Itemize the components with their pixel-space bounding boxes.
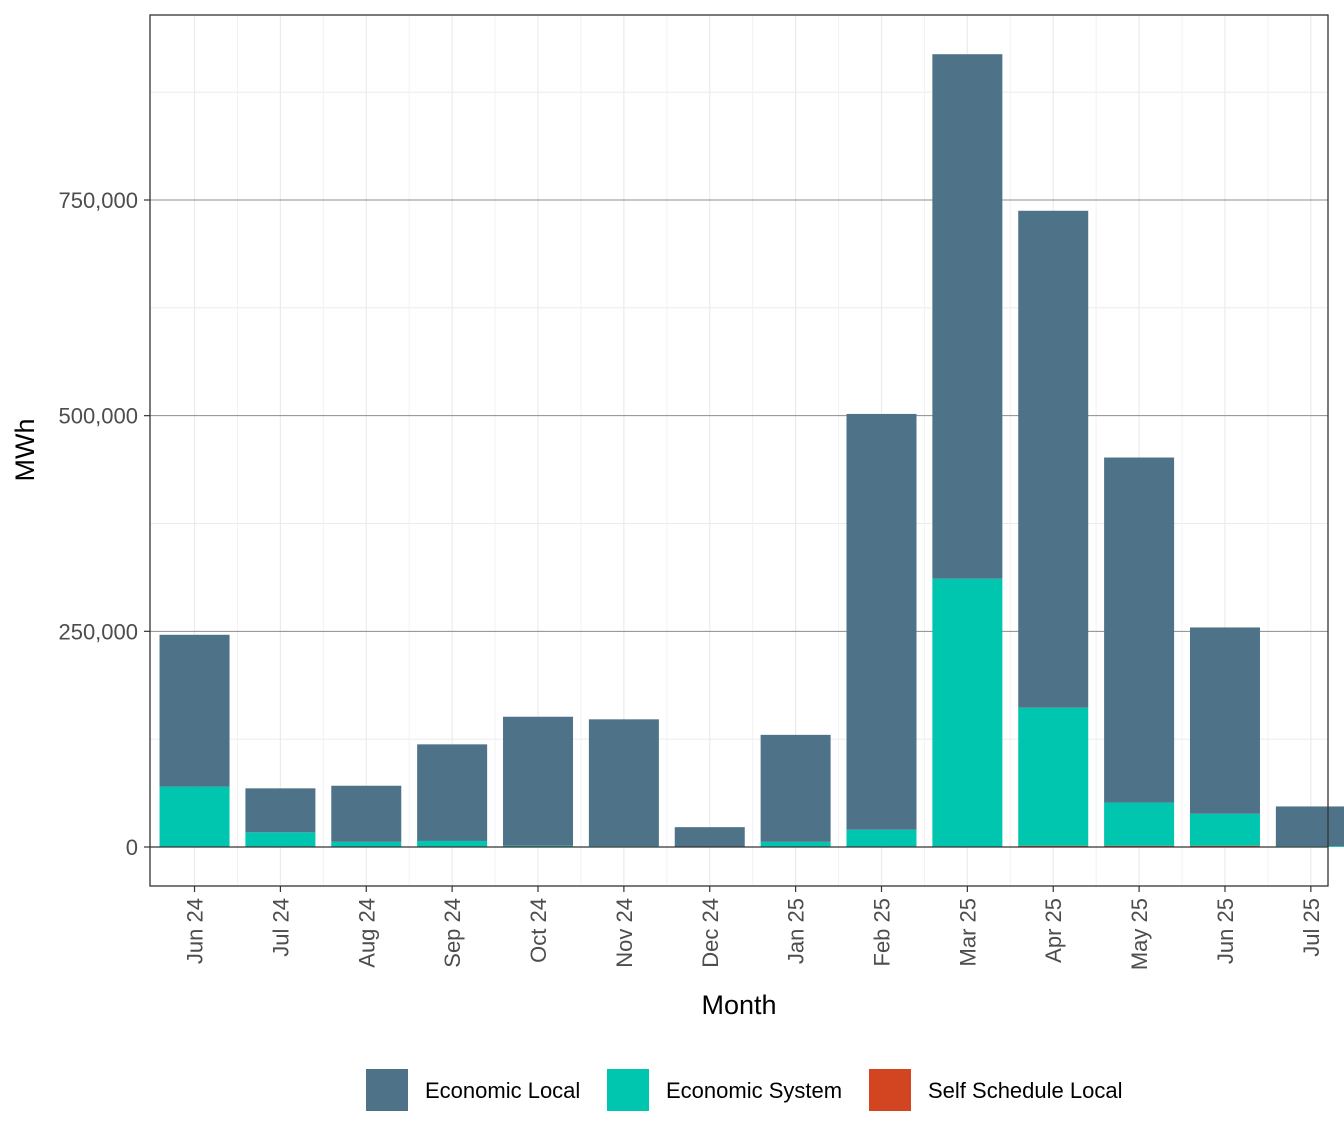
legend: Economic Local Economic System Self Schedu…: [366, 1069, 1122, 1111]
bar-economic-system: [1189, 813, 1260, 846]
bar-economic-system: [331, 841, 402, 847]
bar-economic-system: [159, 786, 230, 847]
bar-economic-local: [503, 716, 574, 846]
bar-economic-system: [760, 841, 831, 847]
bar-economic-local: [1104, 457, 1175, 803]
legend-label: Economic System: [666, 1078, 842, 1103]
y-tick-label: 750,000: [58, 188, 138, 213]
bar-economic-local: [1275, 806, 1344, 847]
legend-key-economic-system: [607, 1069, 649, 1111]
x-tick-label: Dec 24: [698, 898, 723, 968]
x-tick-label: Jul 24: [268, 898, 293, 957]
bar-economic-local: [674, 827, 745, 847]
bar-economic-local: [1189, 627, 1260, 814]
bar-economic-local: [932, 54, 1003, 579]
x-tick-label: Oct 24: [526, 898, 551, 963]
bar-economic-system: [932, 578, 1003, 847]
x-tick-label: Nov 24: [612, 898, 637, 968]
y-tick-label: 250,000: [58, 619, 138, 644]
x-tick-label: Aug 24: [354, 898, 379, 968]
bar-self-schedule-local: [1189, 845, 1260, 847]
x-axis: Jun 24 Jul 24 Aug 24 Sep 24 Oct 24 Nov 24 Dec …: [183, 886, 1324, 970]
legend-label: Economic Local: [425, 1078, 580, 1103]
legend-label: Self Schedule Local: [928, 1078, 1122, 1103]
bar-economic-system: [245, 832, 316, 847]
x-tick-label: Jul 25: [1299, 898, 1324, 957]
x-tick-label: Jan 25: [784, 898, 809, 964]
bar-economic-local: [417, 744, 488, 841]
y-tick-label: 500,000: [58, 404, 138, 429]
x-tick-label: Jun 25: [1213, 898, 1238, 964]
plot-border: [149, 14, 1329, 887]
bars: [159, 54, 1344, 847]
legend-key-economic-local: [366, 1069, 408, 1111]
bar-economic-local: [245, 788, 316, 833]
x-axis-title: Month: [701, 990, 776, 1020]
x-tick-label: Feb 25: [869, 898, 894, 967]
bar-economic-system: [1018, 707, 1089, 846]
bar-economic-local: [760, 734, 831, 842]
x-tick-label: Apr 25: [1041, 898, 1066, 963]
bar-economic-local: [159, 634, 230, 787]
x-tick-label: Sep 24: [440, 898, 465, 968]
bar-economic-local: [846, 413, 917, 830]
x-tick-label: May 25: [1127, 898, 1152, 970]
x-tick-label: Mar 25: [955, 898, 980, 966]
bar-self-schedule-local: [1018, 845, 1089, 847]
legend-key-self-schedule-local: [869, 1069, 911, 1111]
bar-economic-local: [331, 785, 402, 842]
bar-economic-system: [846, 829, 917, 847]
bar-economic-local: [588, 719, 659, 847]
x-tick-label: Jun 24: [183, 898, 208, 964]
bar-economic-system: [1104, 802, 1175, 846]
y-axis-title: MWh: [10, 419, 40, 482]
y-axis: 0 250,000 500,000 750,000: [58, 188, 150, 860]
bar-economic-system: [503, 845, 574, 847]
y-tick-label: 0: [126, 835, 138, 860]
bar-self-schedule-local: [1104, 845, 1175, 847]
bar-economic-local: [1018, 210, 1089, 708]
bar-economic-system: [417, 840, 488, 847]
